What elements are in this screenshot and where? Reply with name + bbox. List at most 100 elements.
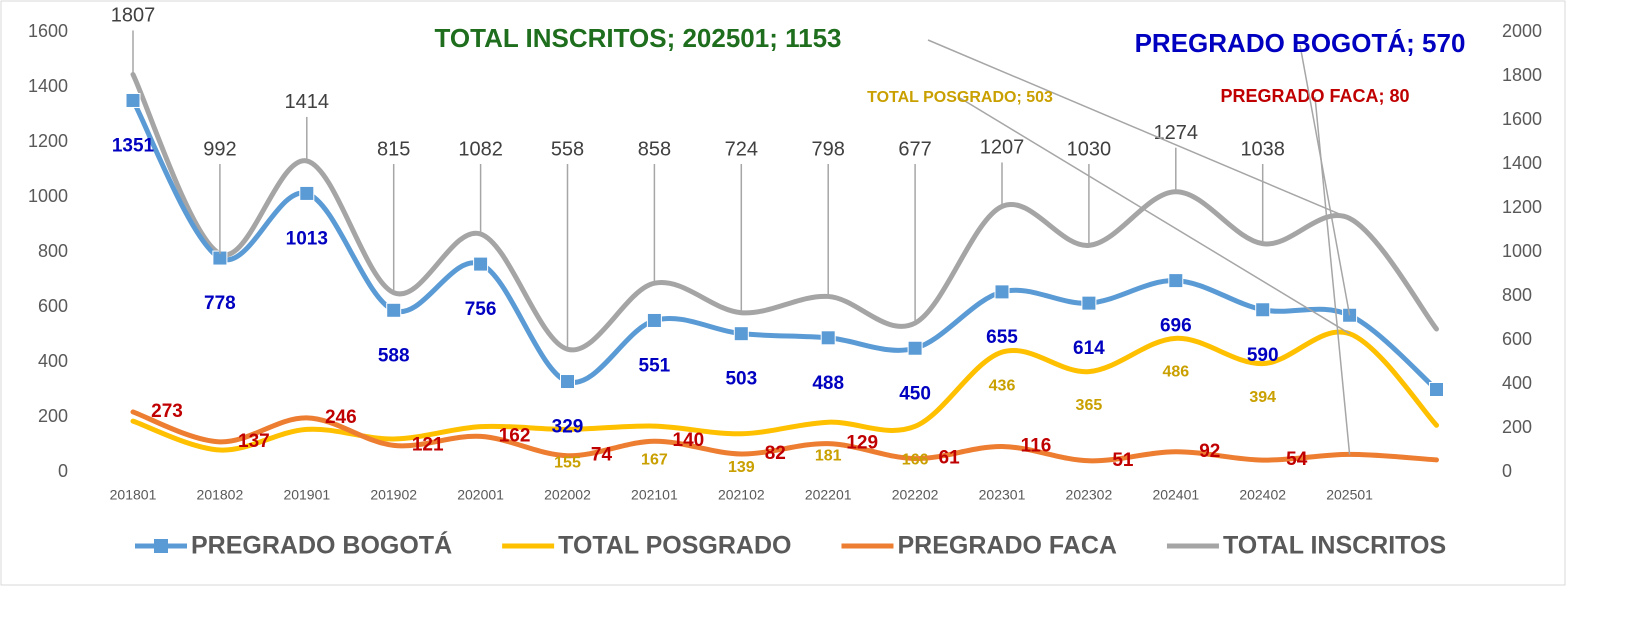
marker <box>1255 302 1271 318</box>
data-label: 51 <box>1112 450 1134 471</box>
data-label: 778 <box>204 293 236 314</box>
data-label: 798 <box>812 138 845 160</box>
marker <box>125 92 141 108</box>
y-tick-label: 400 <box>38 351 68 371</box>
data-label: 655 <box>986 327 1018 348</box>
data-label: 992 <box>203 138 236 160</box>
annotation: PREGRADO BOGOTÁ; 570 <box>1135 28 1466 58</box>
data-label: 1414 <box>285 91 330 113</box>
data-label: 365 <box>1076 397 1103 414</box>
marker <box>299 185 315 201</box>
data-label: 614 <box>1073 338 1105 359</box>
marker <box>1429 382 1444 397</box>
data-label: 551 <box>639 355 671 376</box>
chart-border <box>0 0 1566 586</box>
data-label: 1274 <box>1154 122 1199 144</box>
data-label: 121 <box>412 434 444 455</box>
x-tick-label: 202002 <box>544 487 591 503</box>
annotation: TOTAL POSGRADO; 503 <box>867 89 1053 106</box>
data-label: 155 <box>554 455 581 472</box>
marker <box>560 374 575 390</box>
x-tick-label: 202402 <box>1239 487 1286 503</box>
x-tick-label: 202202 <box>892 487 939 503</box>
marker <box>1168 273 1184 289</box>
x-tick-label: 201901 <box>283 487 330 503</box>
marker <box>646 312 662 328</box>
data-label: 1807 <box>111 5 156 27</box>
y-tick-label: 1600 <box>28 21 68 41</box>
x-tick-label: 201801 <box>110 487 157 503</box>
data-label: 394 <box>1249 389 1276 406</box>
x-tick-label: 201902 <box>370 487 417 503</box>
data-label: 1038 <box>1240 138 1285 160</box>
data-label: 503 <box>725 369 757 390</box>
legend-label: TOTAL POSGRADO <box>558 532 791 560</box>
data-label: 558 <box>551 138 584 160</box>
data-label: 486 <box>1162 364 1189 381</box>
data-label: 181 <box>815 447 842 464</box>
data-label: 724 <box>725 138 758 160</box>
y-tick-label: 800 <box>38 241 68 261</box>
marker <box>994 284 1010 300</box>
data-label: 329 <box>552 417 584 438</box>
data-label: 436 <box>989 377 1016 394</box>
data-label: 139 <box>728 459 755 476</box>
leader-line <box>927 39 1350 220</box>
data-label: 162 <box>499 425 531 446</box>
data-label: 1082 <box>458 138 503 160</box>
series-line <box>130 409 1439 464</box>
y-tick-label: 600 <box>38 296 68 316</box>
y-tick-label: 0 <box>58 461 68 481</box>
data-label: 61 <box>939 448 961 469</box>
data-label: 82 <box>765 443 786 464</box>
annotation: PREGRADO FACA; 80 <box>1220 86 1409 106</box>
data-label: 450 <box>899 383 931 404</box>
x-tick-label: 202501 <box>1326 487 1373 503</box>
y2-tick-label: 1400 <box>1502 153 1542 173</box>
y2-tick-label: 1000 <box>1502 241 1542 261</box>
data-label: 858 <box>638 138 671 160</box>
data-label: 54 <box>1286 449 1308 470</box>
data-label: 92 <box>1199 441 1220 462</box>
data-label: 129 <box>846 433 878 454</box>
data-label: 74 <box>591 445 613 466</box>
x-tick-label: 202102 <box>718 487 765 503</box>
data-label: 590 <box>1247 345 1279 366</box>
y2-tick-label: 1600 <box>1502 109 1542 129</box>
y2-tick-label: 600 <box>1502 329 1532 349</box>
data-label: 696 <box>1160 316 1192 337</box>
legend-marker <box>154 539 168 553</box>
y2-tick-label: 2000 <box>1502 21 1542 41</box>
y2-tick-label: 200 <box>1502 417 1532 437</box>
data-label: 1351 <box>112 135 155 156</box>
legend-label: PREGRADO FACA <box>897 532 1116 560</box>
y2-tick-label: 1800 <box>1502 65 1542 85</box>
y-tick-label: 1400 <box>28 76 68 96</box>
annotation: TOTAL INSCRITOS; 202501; 1153 <box>434 23 841 53</box>
data-label: 140 <box>673 430 705 451</box>
y-tick-label: 1000 <box>28 186 68 206</box>
marker <box>907 340 923 356</box>
marker <box>473 256 489 272</box>
marker <box>1081 295 1097 311</box>
x-tick-label: 202001 <box>457 487 504 503</box>
marker <box>733 326 749 342</box>
data-label: 273 <box>151 401 183 422</box>
legend-label: PREGRADO BOGOTÁ <box>191 531 452 560</box>
y2-tick-label: 0 <box>1502 461 1512 481</box>
leader-line <box>1299 44 1351 316</box>
marker <box>386 302 402 318</box>
leader-line <box>959 97 1350 335</box>
data-label: 116 <box>1021 435 1052 456</box>
marker <box>820 330 836 346</box>
data-label: 166 <box>902 452 929 469</box>
data-label: 815 <box>377 138 410 160</box>
series-line <box>130 71 1439 353</box>
data-label: 488 <box>812 373 844 394</box>
data-label: 1013 <box>286 228 328 249</box>
data-label: 756 <box>465 299 497 320</box>
y2-tick-label: 1200 <box>1502 197 1542 217</box>
x-tick-label: 202302 <box>1066 487 1113 503</box>
y2-tick-label: 400 <box>1502 373 1532 393</box>
